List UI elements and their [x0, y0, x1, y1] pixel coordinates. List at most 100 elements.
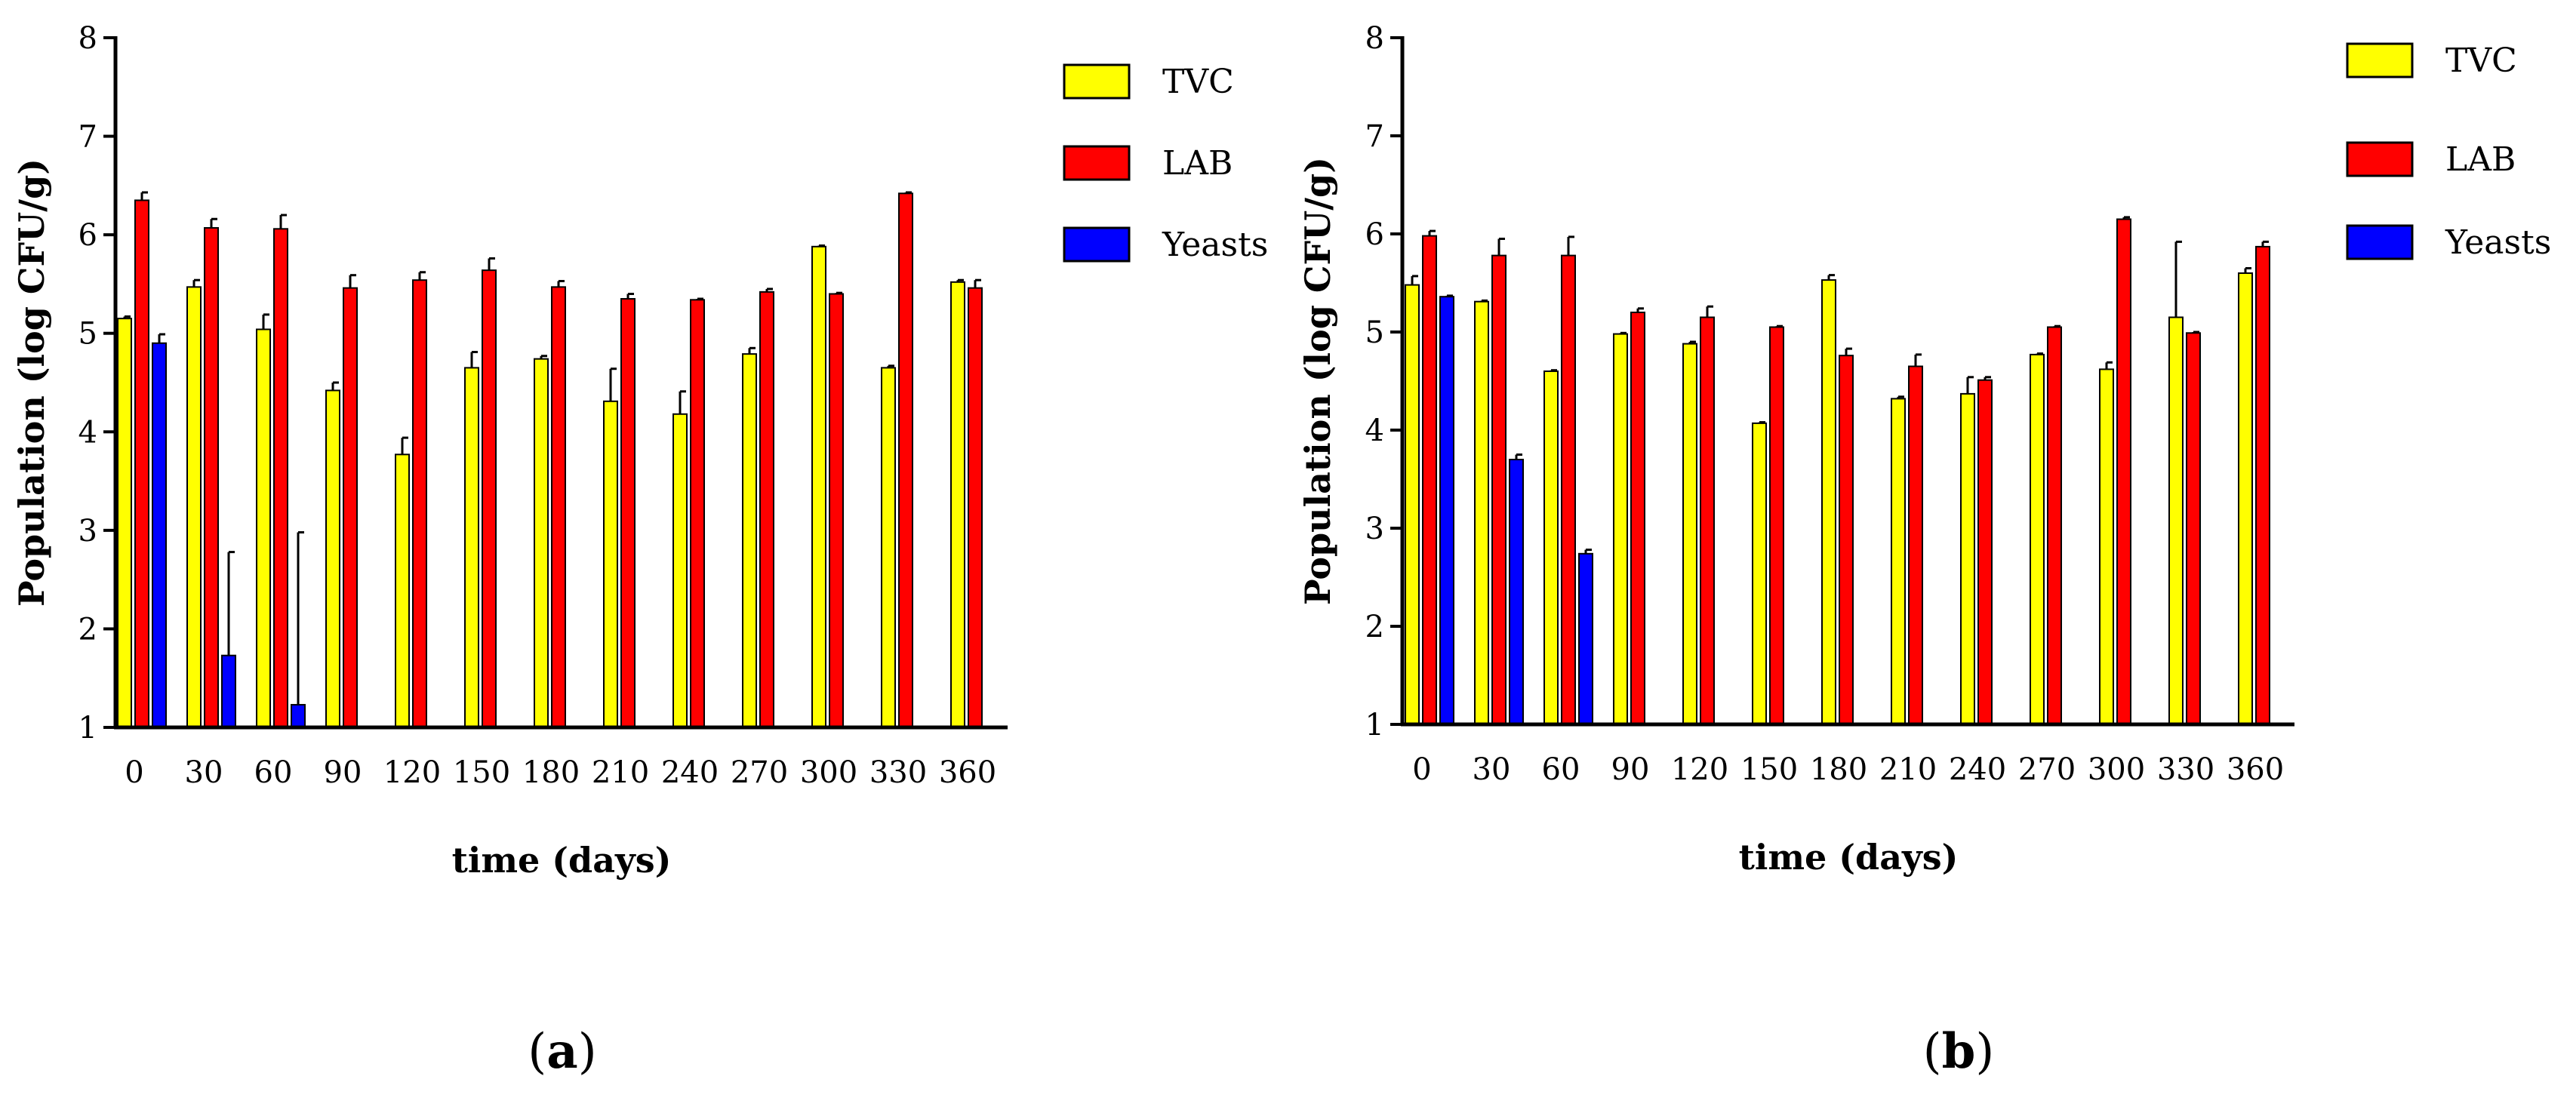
bar-tvc-30: [1474, 300, 1489, 725]
bar-tvc-60: [256, 328, 271, 728]
y-tick-label: 5: [78, 317, 97, 352]
x-tick-label: 60: [1542, 752, 1580, 787]
legend-label-tvc: TVC: [1162, 63, 1234, 101]
y-tick-label: 7: [78, 120, 97, 155]
bar-lab-300: [829, 293, 844, 728]
x-tick-label: 210: [1879, 752, 1937, 787]
x-tick-label: 360: [939, 755, 996, 790]
bar-lab-30: [204, 227, 219, 728]
legend-swatch-lab: [1063, 145, 1131, 181]
bar-lab-90: [1630, 312, 1645, 725]
x-axis-label: time (days): [452, 840, 672, 881]
x-tick-label: 150: [453, 755, 510, 790]
bar-lab-210: [620, 298, 636, 728]
bar-tvc-180: [1821, 279, 1836, 726]
bar-lab-60: [1561, 254, 1576, 726]
bar-lab-60: [273, 228, 288, 728]
bar-tvc-120: [395, 453, 410, 728]
bar-tvc-120: [1682, 343, 1697, 725]
chart-panel-a: 0 30 60 90 120 150 180 210 240 270 300 330 360 1 2 3 4 5 6…: [11, 21, 1268, 1080]
legend-swatch-tvc: [1063, 63, 1131, 100]
panel-label: (b): [1923, 1023, 1995, 1080]
x-tick-label: 210: [592, 755, 649, 790]
bar-tvc-270: [2030, 353, 2045, 725]
y-tick-label: 8: [78, 21, 97, 56]
bar-lab-360: [2255, 245, 2270, 725]
x-tick-label: 300: [2088, 752, 2145, 787]
bar-lab-30: [1491, 254, 1507, 726]
bar-yeasts-30: [1509, 459, 1524, 725]
bar-tvc-360: [2238, 272, 2253, 725]
bar-yeasts-60: [291, 703, 306, 728]
bar-tvc-30: [186, 286, 202, 728]
y-tick-label: 4: [78, 415, 97, 450]
x-tick-label: 90: [1611, 752, 1650, 787]
bar-lab-210: [1908, 365, 1923, 725]
y-tick-label: 3: [1365, 512, 1384, 546]
bar-yeasts-0: [1439, 296, 1454, 725]
y-tick-label: 6: [1365, 217, 1384, 252]
x-tick-label: 180: [522, 755, 580, 790]
x-tick-label: 270: [2018, 752, 2076, 787]
legend-label-lab: LAB: [2445, 140, 2516, 179]
legend-swatch-yeasts: [1063, 226, 1131, 263]
bar-yeasts-60: [1578, 552, 1593, 725]
x-tick-label: 330: [869, 755, 927, 790]
bar-tvc-360: [950, 281, 965, 728]
bar-lab-180: [551, 286, 566, 728]
x-tick-label: 90: [324, 755, 362, 790]
bar-tvc-90: [325, 389, 340, 729]
legend-label-yeasts: Yeasts: [1162, 226, 1268, 264]
y-axis-label: Population (log CFU/g): [1297, 157, 1338, 605]
bar-lab-300: [2116, 218, 2131, 725]
bar-lab-90: [343, 287, 358, 728]
legend-label-lab: LAB: [1162, 144, 1233, 183]
x-tick-label: 120: [1671, 752, 1728, 787]
x-tick-label: 30: [1473, 752, 1511, 787]
y-tick-label: 8: [1365, 21, 1384, 56]
bar-lab-330: [898, 192, 913, 728]
x-tick-label: 150: [1740, 752, 1798, 787]
x-tick-label: 0: [1412, 752, 1431, 787]
bar-tvc-300: [2099, 368, 2114, 725]
bar-lab-150: [482, 269, 497, 728]
legend-swatch-yeasts: [2346, 224, 2414, 260]
legend: TVC LAB Yeasts: [1063, 63, 1268, 264]
bar-tvc-150: [1752, 422, 1767, 726]
bar-lab-120: [1700, 316, 1715, 725]
x-axis-label: time (days): [1739, 837, 1959, 878]
y-tick-label: 2: [1365, 610, 1384, 644]
bar-tvc-210: [1891, 398, 1906, 726]
x-tick-label: 180: [1810, 752, 1867, 787]
bar-lab-240: [1977, 379, 1993, 725]
x-tick-label: 330: [2157, 752, 2214, 787]
bar-tvc-270: [742, 353, 757, 728]
y-axis-label: Population (log CFU/g): [11, 158, 52, 607]
bar-lab-120: [412, 279, 427, 729]
y-tick-label: 2: [78, 612, 97, 647]
y-tick-label: 6: [78, 218, 97, 253]
x-tick-label: 120: [383, 755, 441, 790]
bar-tvc-60: [1543, 370, 1559, 725]
panel-label: (a): [528, 1023, 596, 1080]
legend-label-yeasts: Yeasts: [2445, 223, 2551, 262]
bar-lab-360: [968, 287, 983, 728]
x-tick-label: 30: [185, 755, 223, 790]
bar-lab-150: [1769, 326, 1784, 725]
bar-lab-0: [134, 199, 149, 728]
bar-yeasts-0: [152, 342, 167, 728]
bar-tvc-300: [811, 245, 826, 729]
bar-lab-270: [2047, 326, 2062, 725]
bar-tvc-330: [2168, 316, 2184, 725]
chart-panel-b: 0 30 60 90 120 150 180 210 240 270 300 330 360 1 2 3 4 5 6…: [1297, 21, 2551, 1080]
bar-lab-270: [759, 291, 774, 729]
bar-lab-180: [1839, 355, 1854, 725]
legend-swatch-lab: [2346, 141, 2414, 177]
bar-lab-0: [1422, 235, 1437, 726]
bar-tvc-210: [603, 400, 618, 729]
legend-label-tvc: TVC: [2445, 42, 2517, 80]
x-tick-label: 240: [1949, 752, 2006, 787]
legend: TVC LAB Yeasts: [2346, 42, 2551, 262]
bar-tvc-90: [1613, 333, 1628, 726]
x-tick-label: 240: [661, 755, 719, 790]
